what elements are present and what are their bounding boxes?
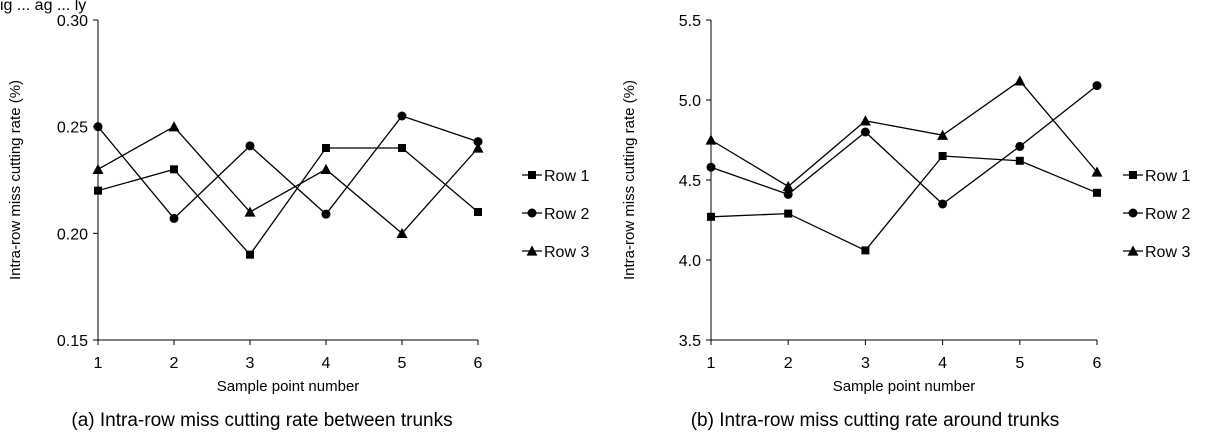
legend-marker-circle <box>1128 208 1138 218</box>
chart-panel-b: 3.5 4.0 4.5 5.0 5.5 1 2 3 4 5 6 Sample point number… <box>621 13 1190 431</box>
series-row-3 <box>705 75 1103 192</box>
x-tick-label: 4 <box>322 355 331 372</box>
legend-marker-circle <box>527 208 537 218</box>
legend-entry: Row 3 <box>522 244 589 261</box>
y-tick-label: 4.0 <box>679 253 701 270</box>
x-tick-label: 2 <box>784 355 793 372</box>
data-point-triangle <box>1091 166 1103 177</box>
x-tick-label: 1 <box>707 355 716 372</box>
y-tick-label: 0.20 <box>57 226 88 243</box>
data-point-square <box>1015 156 1024 165</box>
legend-entry: Row 2 <box>1123 206 1190 223</box>
legend-label: Row 1 <box>544 168 589 185</box>
data-point-circle <box>1015 141 1025 151</box>
y-tick-label: 5.5 <box>679 13 701 30</box>
data-point-triangle <box>92 163 104 175</box>
x-tick-label: 3 <box>246 355 255 372</box>
legend-label: Row 2 <box>544 206 589 223</box>
legend-marker-square <box>1129 171 1137 179</box>
chart-caption: (b) Intra-row miss cutting rate around t… <box>691 410 1060 431</box>
x-tick-label: 5 <box>1015 355 1024 372</box>
legend-marker-triangle <box>1127 245 1139 256</box>
legend-entry: Row 1 <box>1123 168 1190 185</box>
series-line <box>97 147 479 256</box>
x-axis-label: Sample point number <box>217 378 360 395</box>
data-point-square <box>861 246 870 255</box>
y-tick-label: 0.15 <box>57 333 88 350</box>
data-point-triangle <box>859 115 871 126</box>
data-point-triangle <box>782 180 794 192</box>
legend-entry: Row 3 <box>1123 244 1190 261</box>
data-point-triangle <box>472 142 484 153</box>
data-point-square <box>246 250 254 259</box>
data-point-square <box>1093 188 1101 197</box>
series-row-1 <box>707 152 1101 255</box>
header-fragment: ig ... ag ... ly <box>0 0 86 14</box>
chart-panel-a: 0.15 0.20 0.25 0.30 1 2 3 4 5 6 Sample point numbe… <box>7 13 589 431</box>
chart-caption: (a) Intra-row miss cutting rate between … <box>71 410 452 431</box>
legend-label: Row 3 <box>544 244 589 261</box>
data-point-triangle <box>396 227 408 239</box>
data-point-square <box>938 152 947 160</box>
x-tick-label: 5 <box>398 355 407 372</box>
x-tick-label: 6 <box>1093 355 1102 372</box>
data-point-square <box>398 144 406 152</box>
data-point-triangle <box>1014 75 1026 86</box>
y-tick-label: 3.5 <box>679 333 701 350</box>
x-tick-label: 4 <box>938 355 947 372</box>
data-point-square <box>474 208 482 216</box>
series-row-1 <box>94 144 482 259</box>
data-point-triangle <box>244 206 256 217</box>
legend-label: Row 1 <box>1145 168 1190 185</box>
data-point-circle <box>783 189 793 199</box>
y-tick-label: 4.5 <box>679 173 701 190</box>
data-point-circle <box>169 213 179 223</box>
data-point-circle <box>245 141 255 151</box>
series-row-2 <box>93 111 483 223</box>
x-axis-label: Sample point number <box>833 378 976 395</box>
legend-marker-square <box>528 171 536 179</box>
series-line <box>710 155 1098 252</box>
data-point-circle <box>321 209 331 219</box>
y-tick-label: 5.0 <box>679 93 701 110</box>
data-point-triangle <box>168 121 180 132</box>
y-tick-label: 0.30 <box>57 13 88 30</box>
series-line <box>97 125 479 235</box>
series-row-2 <box>706 81 1102 209</box>
data-point-circle <box>860 127 870 137</box>
data-point-circle <box>473 137 483 147</box>
data-point-square <box>170 165 178 174</box>
y-axis-label: Intra-row miss cutting rate (%) <box>621 80 638 280</box>
series-line <box>97 115 479 220</box>
x-tick-label: 2 <box>170 355 179 372</box>
data-point-circle <box>706 162 716 172</box>
series-line <box>710 79 1098 188</box>
data-point-square <box>784 209 793 218</box>
data-point-triangle <box>937 129 949 140</box>
data-point-circle <box>397 111 407 121</box>
legend-entry: Row 2 <box>522 206 589 223</box>
x-tick-label: 3 <box>861 355 870 372</box>
x-tick-label: 6 <box>474 355 483 372</box>
data-point-square <box>707 212 715 221</box>
legend-label: Row 3 <box>1145 244 1190 261</box>
data-point-square <box>322 144 330 152</box>
x-tick-label: 1 <box>94 355 103 372</box>
legend-label: Row 2 <box>1145 206 1190 223</box>
data-point-triangle <box>320 163 332 175</box>
legend-entry: Row 1 <box>522 168 589 185</box>
y-tick-label: 0.25 <box>57 120 88 137</box>
legend-marker-triangle <box>526 245 538 256</box>
data-point-circle <box>93 122 103 132</box>
data-point-triangle <box>705 134 717 145</box>
series-row-3 <box>92 121 484 239</box>
y-axis-label: Intra-row miss cutting rate (%) <box>7 80 24 280</box>
data-point-square <box>94 186 102 195</box>
series-line <box>710 85 1098 205</box>
data-point-circle <box>1092 81 1102 91</box>
data-point-circle <box>938 199 948 209</box>
